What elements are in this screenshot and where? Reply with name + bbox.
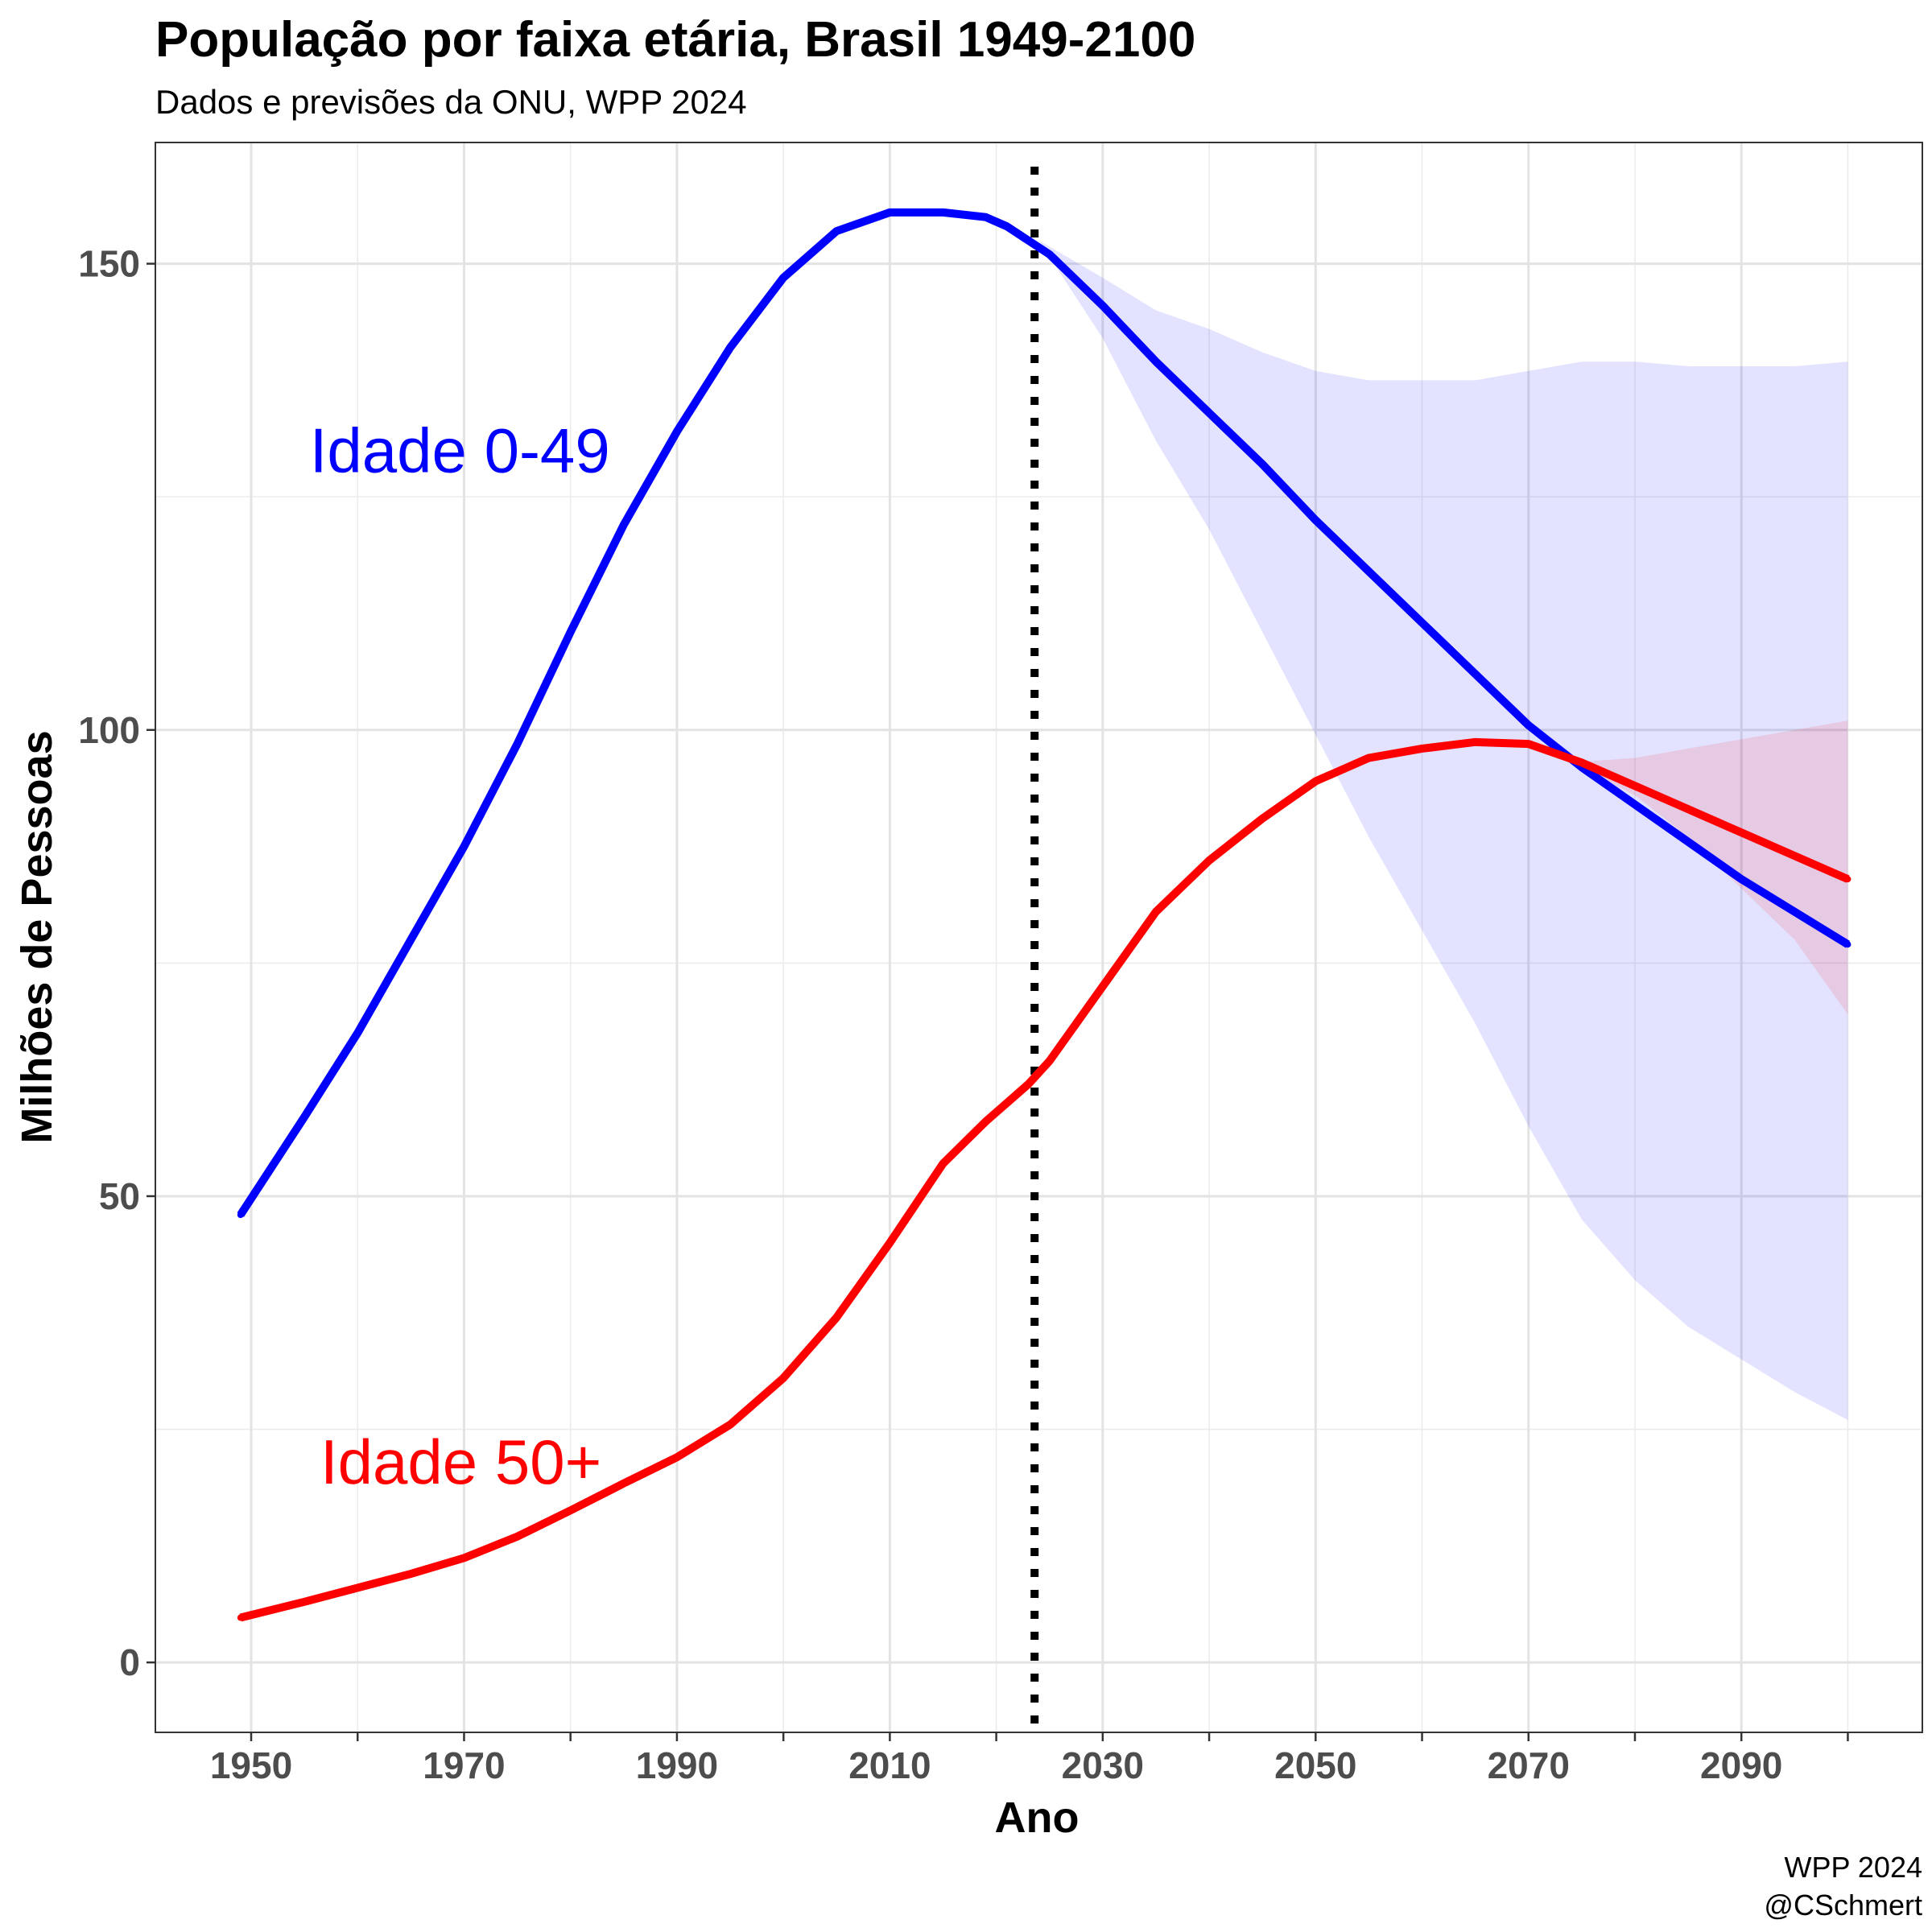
data-point — [1046, 1057, 1053, 1064]
data-point — [780, 274, 787, 281]
y-tick-label: 150 — [78, 243, 140, 285]
data-point — [1525, 721, 1532, 729]
data-point — [1631, 801, 1638, 808]
x-axis-title: Ano — [995, 1794, 1080, 1842]
data-point — [1578, 759, 1585, 766]
data-point — [1206, 857, 1213, 864]
x-tick-label: 1970 — [423, 1744, 505, 1786]
data-point — [1844, 941, 1852, 948]
data-point — [407, 936, 415, 943]
data-point — [982, 1118, 989, 1125]
data-point — [833, 228, 840, 235]
x-axis-ticks: 1950 1970 1990 2010 2030 2050 2070 2090 — [210, 1732, 1849, 1786]
series-label: Idade 50+ — [320, 1426, 601, 1497]
data-point — [727, 344, 734, 351]
grid — [155, 142, 1922, 1732]
data-point — [1418, 619, 1426, 626]
data-point — [1206, 409, 1213, 416]
data-point — [1152, 358, 1159, 365]
y-tick-label: 50 — [99, 1175, 140, 1217]
y-tick-label: 0 — [119, 1641, 140, 1683]
data-point — [1685, 806, 1692, 813]
x-tick-label: 2030 — [1062, 1744, 1144, 1786]
data-point — [301, 1113, 308, 1121]
data-point — [354, 1584, 361, 1591]
caption-source: WPP 2024 — [1785, 1851, 1922, 1884]
x-tick-label: 2070 — [1488, 1744, 1570, 1786]
series-labels: Idade 0-49 Idade 50+ — [310, 415, 610, 1497]
data-point — [1365, 568, 1373, 575]
data-point — [1025, 1080, 1032, 1088]
chart-subtitle: Dados e previsões da ONU, WPP 2024 — [155, 83, 747, 121]
data-point — [982, 213, 989, 221]
data-point — [1685, 838, 1692, 845]
data-point — [1003, 1100, 1010, 1107]
data-point — [460, 1554, 468, 1562]
data-point — [673, 428, 680, 436]
data-point — [1312, 517, 1319, 524]
data-point — [1099, 302, 1106, 309]
data-point — [301, 1598, 308, 1605]
data-point — [1738, 829, 1745, 836]
data-point — [1099, 983, 1106, 990]
confidence-band — [1038, 240, 1848, 1420]
data-point — [1312, 778, 1319, 785]
data-point — [1046, 251, 1053, 258]
plot-panel-border — [155, 142, 1923, 1733]
series-lines — [237, 208, 1852, 1622]
data-point — [1418, 745, 1426, 752]
data-point — [1003, 223, 1010, 230]
data-point — [1365, 754, 1373, 762]
data-point — [1525, 741, 1532, 748]
confidence-bands — [1038, 240, 1848, 1420]
x-tick-label: 1990 — [636, 1744, 718, 1786]
y-tick-label: 100 — [78, 709, 140, 751]
data-point — [780, 1374, 787, 1381]
data-point — [620, 521, 627, 528]
data-point — [939, 1160, 947, 1167]
x-tick-label: 2050 — [1274, 1744, 1356, 1786]
data-point — [237, 1614, 244, 1621]
data-point — [1025, 237, 1032, 244]
data-point — [939, 208, 947, 216]
data-point — [1844, 876, 1852, 883]
chart-title: População por faixa etária, Brasil 1949-… — [155, 12, 1195, 68]
data-point — [407, 1571, 415, 1578]
data-point — [1152, 908, 1159, 915]
confidence-band — [1571, 720, 1848, 1015]
y-axis-ticks: 0 50 100 150 — [78, 243, 155, 1683]
data-point — [237, 1212, 244, 1219]
data-point — [354, 1030, 361, 1037]
data-point — [1472, 738, 1479, 745]
data-point — [1259, 815, 1266, 822]
x-tick-label: 2090 — [1700, 1744, 1782, 1786]
data-point — [567, 1507, 574, 1514]
data-point — [1631, 782, 1638, 790]
data-point — [833, 1314, 840, 1321]
data-point — [514, 1533, 521, 1540]
data-point — [673, 1454, 680, 1461]
data-point — [1472, 671, 1479, 678]
series-label: Idade 0-49 — [310, 415, 610, 485]
data-point — [567, 629, 574, 636]
data-point — [620, 1480, 627, 1487]
data-point — [1791, 908, 1798, 915]
data-point — [460, 843, 468, 850]
y-axis-title: Milhões de Pessoas — [13, 730, 61, 1143]
data-point — [886, 1239, 894, 1246]
data-point — [886, 208, 894, 216]
caption-author: @CSchmert — [1764, 1889, 1922, 1922]
x-tick-label: 1950 — [210, 1744, 292, 1786]
data-point — [514, 741, 521, 748]
x-tick-label: 2010 — [848, 1744, 931, 1786]
data-point — [1791, 852, 1798, 860]
data-point — [727, 1421, 734, 1428]
data-point — [1259, 460, 1266, 468]
data-point — [1738, 876, 1745, 883]
